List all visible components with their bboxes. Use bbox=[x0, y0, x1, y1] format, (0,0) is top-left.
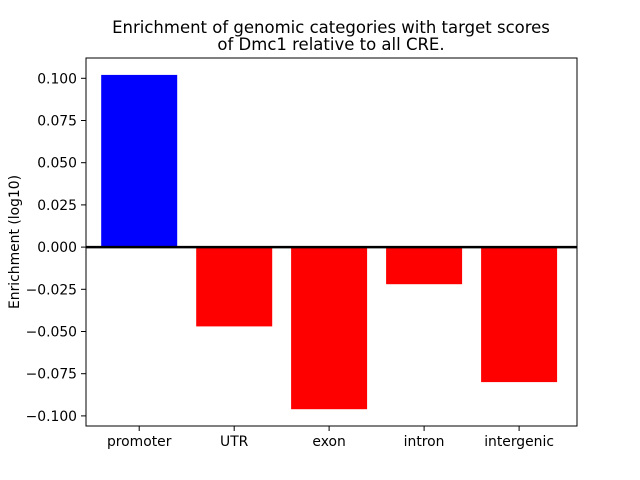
chart-title-line2: of Dmc1 relative to all CRE. bbox=[217, 35, 444, 54]
bar-UTR bbox=[196, 247, 273, 327]
chart-title-line1: Enrichment of genomic categories with ta… bbox=[112, 18, 550, 37]
y-tick-label: 0.050 bbox=[37, 156, 77, 172]
y-tick-label: 0.075 bbox=[37, 114, 77, 130]
bar-intron bbox=[386, 247, 463, 285]
x-tick-label: intron bbox=[404, 434, 445, 450]
bar-exon bbox=[291, 247, 368, 410]
y-tick-label: −0.075 bbox=[26, 367, 77, 383]
y-axis-label: Enrichment (log10) bbox=[7, 175, 23, 309]
chart-plot-area: 0.100 0.075 0.050 0.025 0.000 −0.025 −0.050 −0.… bbox=[26, 57, 578, 450]
y-tick-label: 0.000 bbox=[37, 240, 77, 256]
axes-frame bbox=[85, 57, 578, 427]
x-tick-label: promoter bbox=[107, 434, 172, 450]
y-tick-label: −0.050 bbox=[26, 325, 77, 341]
x-tick-label: UTR bbox=[220, 434, 249, 450]
y-tick-label: −0.025 bbox=[26, 282, 77, 298]
y-tick-label: −0.100 bbox=[26, 409, 77, 425]
y-tick-label: 0.025 bbox=[37, 198, 77, 214]
bar-promoter bbox=[101, 74, 178, 248]
bar-intergenic bbox=[481, 247, 558, 383]
x-tick-label: intergenic bbox=[484, 434, 554, 450]
y-tick-label: 0.100 bbox=[37, 71, 77, 87]
x-tick-label: exon bbox=[312, 434, 345, 450]
